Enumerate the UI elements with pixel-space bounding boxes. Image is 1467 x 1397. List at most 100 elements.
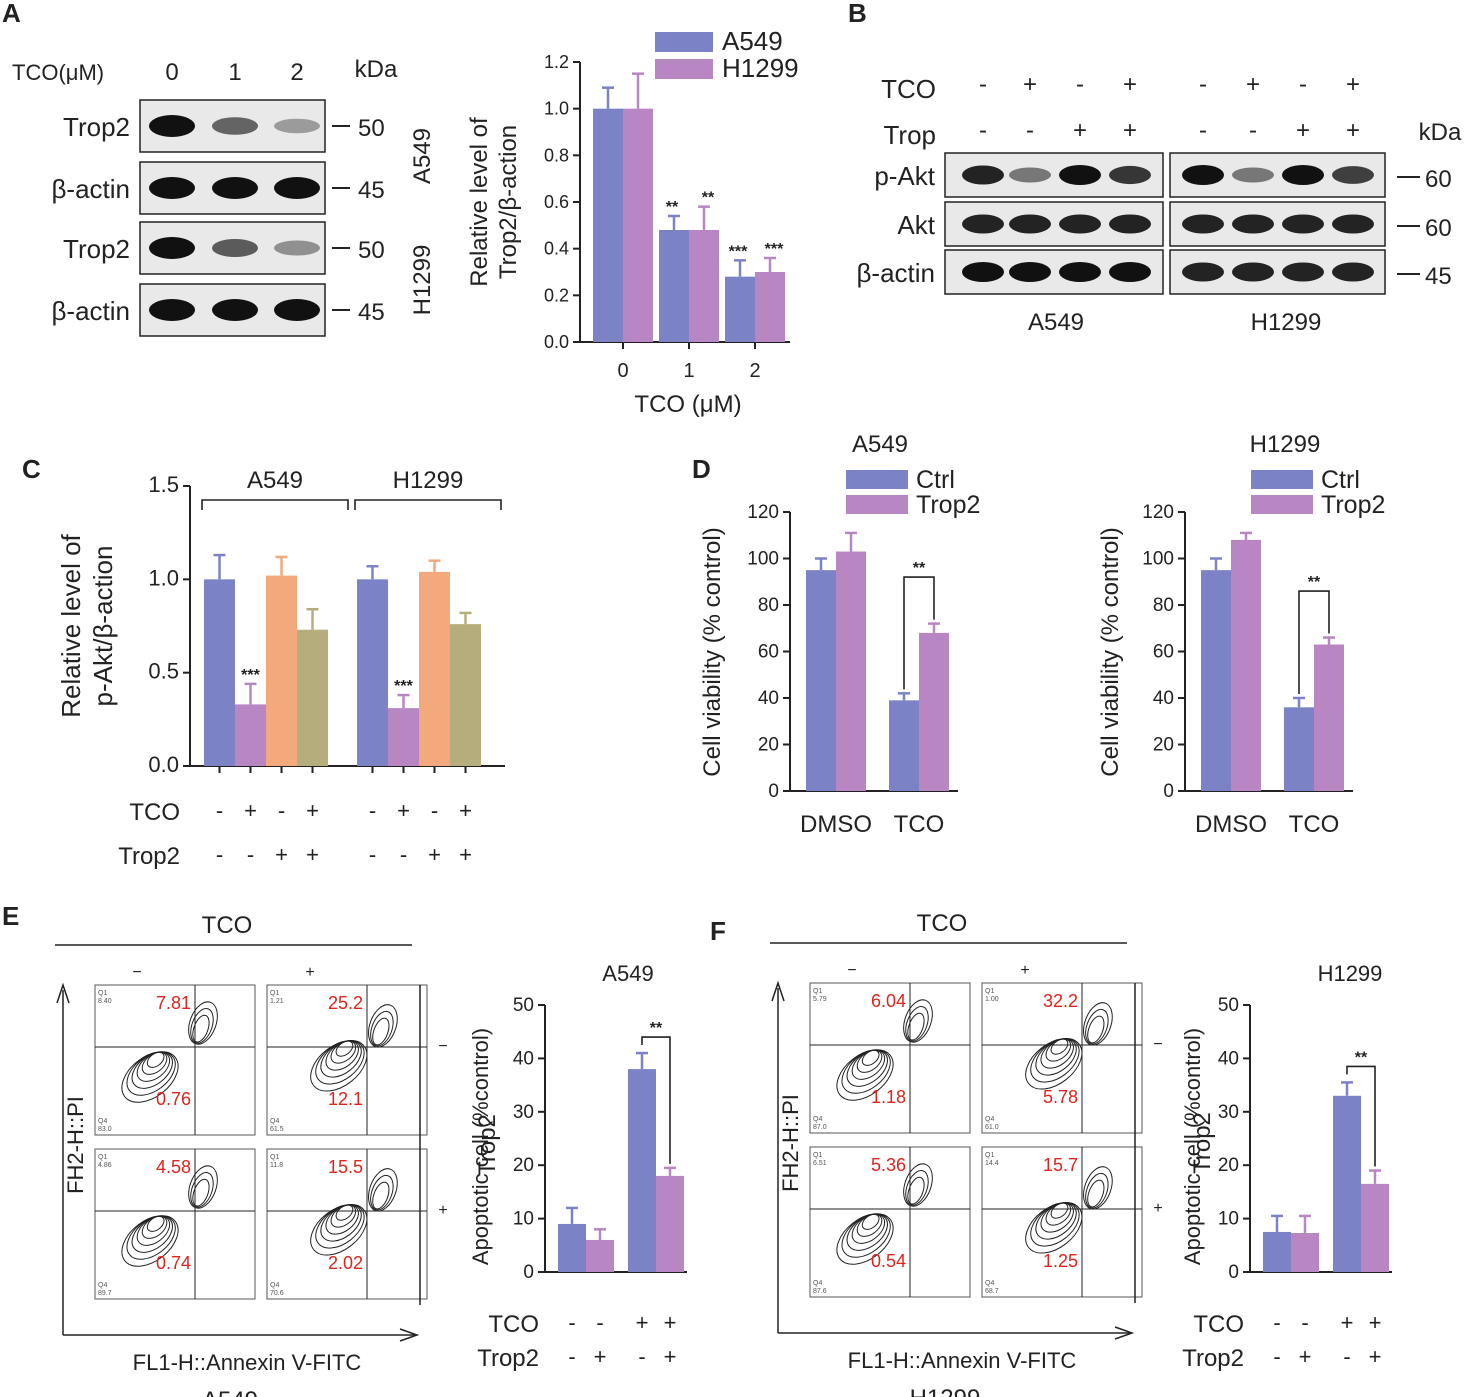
chart-a-bar xyxy=(659,230,689,342)
flow-e-q1-tag: Q1 xyxy=(98,990,107,997)
blot-b-trop-sign: - xyxy=(1249,117,1257,144)
flow-e-q4-tag: Q4 xyxy=(270,1282,279,1289)
flow-e-col-sign: − xyxy=(132,964,141,981)
chart-f-y-axis-tick-label: 0 xyxy=(1228,1262,1239,1283)
flow-e-q1-value: 11.8 xyxy=(270,1162,283,1169)
blot-b-band xyxy=(1282,262,1324,282)
blot-a-mw-label: 50 xyxy=(358,237,385,264)
blot-a-band xyxy=(212,117,258,135)
flow-f-q4-value: 68.7 xyxy=(985,1288,999,1295)
flow-e-tco-title: TCO xyxy=(202,912,253,939)
chart-a-sig: *** xyxy=(765,241,784,258)
chart-c-sig: *** xyxy=(241,667,260,684)
flow-e-contour xyxy=(368,1168,398,1212)
flow-e-q3-value: 12.1 xyxy=(328,1089,363,1109)
blot-b-band xyxy=(1182,165,1224,185)
flow-f-contour xyxy=(907,1176,925,1205)
panel-label-a: A xyxy=(2,0,21,28)
flow-e-contour xyxy=(368,1004,398,1048)
chart-e-bar xyxy=(628,1069,656,1272)
flow-e-contour xyxy=(126,1051,176,1096)
chart-f-tco-sign: + xyxy=(1369,1310,1382,1335)
flow-f-contour xyxy=(1050,1038,1069,1055)
flow-e-contour xyxy=(320,1040,362,1078)
chart-f-trop2-sign: - xyxy=(1273,1344,1280,1369)
flow-e-row-sign: + xyxy=(438,1202,447,1219)
chart-d-h1299-y-axis-tick-label: 0 xyxy=(1163,781,1174,802)
chart-a-bar xyxy=(623,108,653,343)
western-blot-b: TCO Trop kDa - + - + - + - + - - + + - - + + p-Akt 60 Akt 60 β-… xyxy=(856,71,1462,336)
blot-b-band xyxy=(1059,214,1101,234)
chart-f-sig: ** xyxy=(1355,1049,1368,1066)
chart-c-y-axis-tick-label: 0.0 xyxy=(148,752,179,777)
flow-e-q1-tag: Q1 xyxy=(270,1154,279,1161)
chart-e-tco-sign: - xyxy=(596,1310,603,1335)
chart-a-y-axis-tick-label: 0.8 xyxy=(544,145,569,165)
flow-f-contour xyxy=(1035,1202,1077,1240)
flow-f-q2-value: 5.36 xyxy=(871,1155,906,1175)
flow-f-y-arrow-head xyxy=(771,980,785,1002)
chart-d-h1299-ylabel: Cell viability (% control) xyxy=(1097,527,1124,776)
chart-c-sig: *** xyxy=(394,678,413,695)
chart-d-h1299-title: H1299 xyxy=(1250,431,1321,458)
flow-e-q4-tag: Q4 xyxy=(270,1118,279,1125)
flow-e-contour xyxy=(335,1040,354,1057)
flow-cytometry-e: TCO− +7.810.76Q18.40Q483.025.212.1Q11.21Q… xyxy=(55,912,501,1397)
chart-c-tco-sign: - xyxy=(278,798,285,823)
flow-f-contour xyxy=(1025,1038,1083,1090)
blot-b-band xyxy=(1009,167,1051,183)
chart-c-bar xyxy=(357,579,388,766)
flow-e-q4-value: 83.0 xyxy=(98,1126,112,1133)
blot-b-band xyxy=(1282,214,1324,234)
chart-e-y-axis-tick-label: 40 xyxy=(513,1048,534,1069)
flow-f-side-label: Trop2 xyxy=(1189,1112,1216,1174)
chart-d-a549-y-axis-tick-label: 120 xyxy=(747,502,779,523)
blot-b-mw-label: 45 xyxy=(1425,263,1452,290)
chart-d-h1299-legend-swatch xyxy=(1251,495,1313,514)
chart-c-group-label: A549 xyxy=(247,467,303,494)
flow-e-contour xyxy=(136,1051,171,1082)
chart-d-a549-y-axis-tick-label: 80 xyxy=(758,595,779,616)
flow-e-contour xyxy=(370,1010,394,1047)
blot-b-band xyxy=(1009,262,1051,282)
chart-c-group-bracket xyxy=(201,499,349,510)
chart-e-ylabel: Apoptotic cell (%control) xyxy=(468,1028,493,1265)
flow-f-q4-tag: Q4 xyxy=(985,1280,994,1287)
flow-e-col-sign: + xyxy=(305,964,314,981)
flow-f-q4-value: 61.0 xyxy=(985,1124,999,1131)
flow-f-q3-value: 1.25 xyxy=(1043,1251,1078,1271)
flow-f-q2-value: 6.04 xyxy=(871,991,906,1011)
chart-a-sig: ** xyxy=(702,190,715,207)
chart-e-sig-bracket xyxy=(641,1036,671,1164)
flow-f-contour xyxy=(841,1213,891,1258)
chart-e-y-axis-tick-label: 50 xyxy=(513,995,534,1016)
chart-e-trop2-sign: + xyxy=(664,1344,677,1369)
chart-a-bar xyxy=(593,108,623,343)
flow-e-q3-value: 0.74 xyxy=(156,1253,191,1273)
flow-f-q3-value: 5.78 xyxy=(1043,1087,1078,1107)
chart-a-y-axis-tick-label: 1.0 xyxy=(544,99,569,119)
flow-f-contour xyxy=(856,1049,883,1073)
chart-d-h1299-y-axis-tick-label: 40 xyxy=(1153,688,1174,709)
chart-f-y-axis-tick-label: 40 xyxy=(1218,1048,1239,1069)
chart-d-a549-bar xyxy=(889,700,919,791)
flow-f-contour xyxy=(1087,1179,1105,1208)
chart-d-a549-x-tick-label: DMSO xyxy=(800,811,872,838)
chart-f-bar xyxy=(1291,1233,1319,1272)
chart-c-trop2-label: Trop2 xyxy=(118,843,180,870)
chart-c-bar xyxy=(297,629,328,766)
chart-e-y-axis-tick-label: 0 xyxy=(523,1262,534,1283)
flow-e-contour xyxy=(315,1204,365,1249)
blot-b-trop-sign: + xyxy=(1296,117,1310,144)
flow-f-contour xyxy=(903,999,933,1043)
flow-f-q1-tag: Q1 xyxy=(985,988,994,995)
chart-d-a549-y-axis-tick-label: 60 xyxy=(758,642,779,663)
chart-f-trop2-sign: + xyxy=(1369,1344,1382,1369)
flow-f-q3-value: 1.18 xyxy=(871,1087,906,1107)
blot-a-row-label: Trop2 xyxy=(63,234,130,264)
flow-e-q4-value: 61.5 xyxy=(270,1126,284,1133)
flow-f-contour xyxy=(861,1213,880,1230)
chart-d-a549-bar xyxy=(806,570,836,791)
flow-f-cell-label: H1299 xyxy=(910,1385,981,1397)
